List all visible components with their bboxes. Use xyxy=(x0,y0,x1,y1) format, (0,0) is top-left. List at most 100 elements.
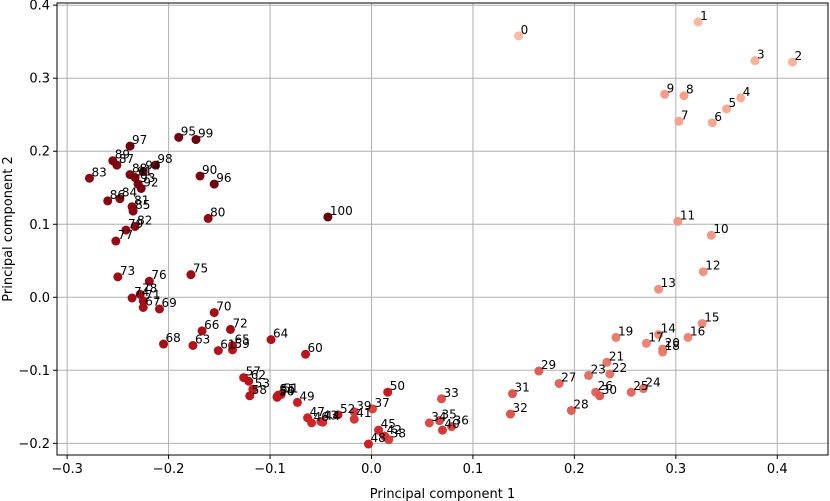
data-point xyxy=(534,366,544,376)
data-point xyxy=(349,407,359,417)
point-label: 31 xyxy=(514,381,529,395)
data-point xyxy=(244,376,254,386)
point-label: 57 xyxy=(246,365,261,379)
data-point xyxy=(787,57,797,67)
point-label: 91 xyxy=(137,165,152,179)
data-points xyxy=(84,17,797,449)
data-point xyxy=(736,93,746,103)
data-point xyxy=(673,216,683,226)
data-point xyxy=(363,439,373,449)
point-label: 4 xyxy=(743,85,751,99)
data-point xyxy=(349,414,359,424)
point-label: 24 xyxy=(645,376,660,390)
point-label: 41 xyxy=(356,406,371,420)
data-point xyxy=(323,212,333,222)
data-point xyxy=(380,431,390,441)
data-point xyxy=(84,173,94,183)
point-label: 63 xyxy=(195,332,210,346)
point-label: 81 xyxy=(134,194,149,208)
data-point xyxy=(697,319,707,329)
point-label: 38 xyxy=(391,427,406,441)
data-point xyxy=(272,392,282,402)
point-label: 92 xyxy=(143,175,158,189)
data-point xyxy=(595,391,605,401)
y-tick-label: −0.2 xyxy=(18,437,50,452)
y-tick-label: 0.4 xyxy=(29,0,50,14)
point-label: 33 xyxy=(443,386,458,400)
data-point xyxy=(209,308,219,318)
data-point xyxy=(125,141,135,151)
point-label: 46 xyxy=(314,410,329,424)
data-point xyxy=(318,417,328,427)
data-point xyxy=(554,378,564,388)
point-label: 56 xyxy=(279,384,294,398)
data-point xyxy=(706,230,716,240)
point-label: 21 xyxy=(609,349,624,363)
point-label: 69 xyxy=(161,296,176,310)
data-point xyxy=(514,31,524,41)
point-label: 15 xyxy=(704,311,719,325)
point-label: 29 xyxy=(541,358,556,372)
data-point xyxy=(209,179,219,189)
data-point xyxy=(368,404,378,414)
data-point xyxy=(674,116,684,126)
data-point xyxy=(225,324,235,334)
data-point xyxy=(584,370,594,380)
point-label: 10 xyxy=(713,222,728,236)
point-label: 98 xyxy=(157,152,172,166)
point-label: 55 xyxy=(280,382,295,396)
data-point xyxy=(245,391,255,401)
data-point xyxy=(159,339,169,349)
data-point xyxy=(447,422,457,432)
point-label: 72 xyxy=(232,316,247,330)
point-label: 87 xyxy=(119,152,134,166)
data-point xyxy=(292,397,302,407)
point-label: 59 xyxy=(235,337,250,351)
point-labels: 0123456789101112131415161718192021222324… xyxy=(91,9,802,445)
point-label: 61 xyxy=(220,338,235,352)
point-label: 53 xyxy=(255,376,270,390)
data-point xyxy=(602,357,612,367)
data-point xyxy=(605,369,615,379)
point-label: 65 xyxy=(235,332,250,346)
point-label: 20 xyxy=(665,336,680,350)
point-label: 37 xyxy=(375,396,390,410)
data-point xyxy=(197,326,207,336)
x-tick-label: −0.1 xyxy=(254,462,286,477)
point-label: 5 xyxy=(729,96,737,110)
data-point xyxy=(698,267,708,277)
point-label: 99 xyxy=(198,127,213,141)
point-label: 73 xyxy=(120,264,135,278)
point-label: 0 xyxy=(521,23,529,37)
point-label: 62 xyxy=(251,368,266,382)
data-point xyxy=(566,405,576,415)
y-tick-label: 0.2 xyxy=(29,145,50,160)
point-label: 34 xyxy=(431,410,446,424)
grid xyxy=(57,3,828,455)
x-tick-label: 0.1 xyxy=(463,462,484,477)
data-point xyxy=(266,335,276,345)
x-tick-label: −0.3 xyxy=(51,462,83,477)
point-label: 3 xyxy=(757,48,765,62)
point-label: 16 xyxy=(690,324,705,338)
point-label: 23 xyxy=(591,362,606,376)
point-label: 95 xyxy=(181,124,196,138)
point-label: 71 xyxy=(145,288,160,302)
point-label: 50 xyxy=(390,379,405,393)
data-point xyxy=(722,104,732,114)
point-label: 25 xyxy=(633,379,648,393)
point-label: 75 xyxy=(193,262,208,276)
point-label: 32 xyxy=(512,401,527,415)
point-label: 54 xyxy=(279,384,294,398)
data-point xyxy=(679,91,689,101)
point-label: 60 xyxy=(308,341,323,355)
data-point xyxy=(505,409,515,419)
point-label: 68 xyxy=(166,331,181,345)
point-label: 17 xyxy=(648,330,663,344)
point-label: 74 xyxy=(134,285,149,299)
data-point xyxy=(135,289,145,299)
data-point xyxy=(121,225,131,235)
point-label: 93 xyxy=(140,171,155,185)
point-label: 7 xyxy=(681,108,689,122)
data-point xyxy=(138,302,148,312)
